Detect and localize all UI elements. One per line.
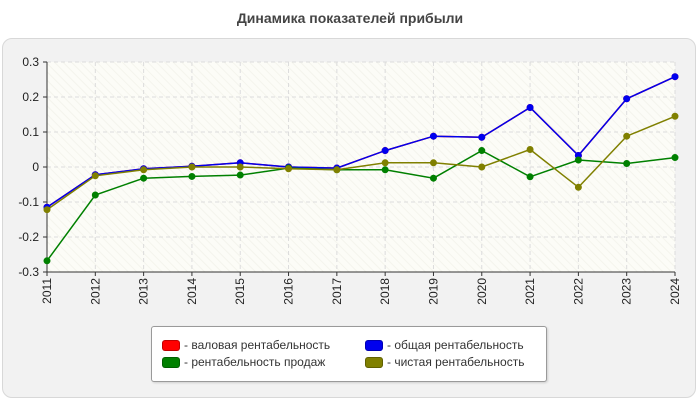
y-tick-label: -0.1 — [18, 195, 39, 209]
data-point-net-margin — [91, 172, 99, 180]
data-point-sales-margin — [429, 174, 437, 182]
y-tick-labels: -0.3 -0.2 -0.1 0 0.1 0.2 0.3 — [18, 55, 39, 279]
legend-label-total: - общая рентабельность — [387, 338, 524, 352]
data-point-net-margin — [478, 163, 486, 171]
data-point-net-margin — [526, 146, 534, 153]
data-point-sales-margin — [526, 173, 534, 181]
legend-label-net: - чистая рентабельность — [387, 355, 525, 369]
data-point-total-margin — [671, 73, 679, 81]
x-tick-label: 2014 — [185, 278, 199, 305]
x-tick-label: 2020 — [475, 278, 489, 305]
data-point-sales-margin — [91, 191, 99, 199]
legend-item-sales: - рентабельность продаж — [162, 354, 325, 370]
legend-label-sales: - рентабельность продаж — [184, 355, 326, 369]
data-point-net-margin — [671, 112, 679, 120]
x-tick-label: 2013 — [137, 278, 151, 305]
data-point-net-margin — [140, 166, 148, 174]
data-point-total-margin — [526, 104, 534, 111]
y-tick-label: 0.1 — [22, 125, 39, 139]
data-point-net-margin — [236, 163, 244, 171]
x-tick-label: 2022 — [571, 278, 585, 305]
y-tick-label: -0.2 — [18, 230, 39, 244]
x-tick-label: 2019 — [426, 278, 440, 305]
data-point-sales-margin — [381, 166, 389, 174]
data-point-total-margin — [623, 95, 631, 103]
x-tick-label: 2018 — [378, 278, 392, 305]
data-point-net-margin — [623, 132, 631, 140]
data-point-sales-margin — [236, 171, 244, 179]
data-point-net-margin — [574, 183, 582, 191]
chart-title: Динамика показателей прибыли — [236, 10, 464, 26]
y-tick-label: -0.3 — [18, 265, 39, 279]
x-tick-label: 2011 — [40, 278, 54, 304]
data-point-net-margin — [43, 206, 51, 214]
data-point-sales-margin — [478, 147, 486, 155]
series-line-total-margin — [46, 76, 676, 208]
x-tick-label: 2016 — [282, 278, 296, 305]
data-point-net-margin — [188, 163, 196, 171]
legend-swatch-net — [365, 356, 383, 368]
series-lines — [43, 73, 679, 265]
legend-item-gross: - валовая рентабельность — [162, 337, 330, 353]
x-tick-label: 2023 — [620, 278, 634, 305]
data-point-net-margin — [429, 159, 437, 167]
data-point-sales-margin — [140, 174, 148, 182]
legend-item-net: - чистая рентабельность — [365, 354, 524, 370]
data-point-total-margin — [429, 132, 437, 140]
data-point-sales-margin — [574, 156, 582, 164]
legend-label-gross: - валовая рентабельность — [184, 338, 331, 352]
data-point-total-margin — [478, 133, 486, 141]
y-tick-label: 0.3 — [22, 55, 39, 69]
legend-item-total: - общая рентабельность — [365, 337, 524, 353]
legend-swatch-sales — [162, 356, 180, 368]
chart-legend: - валовая рентабельность - общая рентабе… — [151, 326, 547, 382]
series-line-sales-margin — [46, 149, 676, 262]
data-point-net-margin — [285, 165, 293, 173]
data-point-total-margin — [381, 147, 389, 155]
x-tick-label: 2024 — [668, 278, 682, 305]
legend-swatch-total — [365, 339, 383, 351]
data-point-sales-margin — [671, 154, 679, 162]
x-tick-label: 2021 — [523, 278, 537, 305]
x-tick-label: 2017 — [330, 278, 344, 305]
x-tick-label: 2015 — [233, 278, 247, 305]
x-tick-labels: 2011 2012 2013 2014 2015 2016 2017 2018 2019 2020… — [40, 278, 682, 305]
legend-swatch-gross — [162, 339, 180, 351]
data-point-sales-margin — [623, 160, 631, 167]
data-point-net-margin — [381, 159, 389, 167]
data-point-sales-margin — [43, 257, 51, 265]
y-tick-label: 0 — [32, 160, 39, 174]
y-tick-label: 0.2 — [22, 90, 39, 104]
x-tick-label: 2012 — [88, 278, 102, 305]
series-line-net-margin — [46, 115, 676, 211]
data-point-net-margin — [333, 166, 341, 174]
axes — [43, 61, 676, 276]
data-point-sales-margin — [188, 172, 196, 180]
